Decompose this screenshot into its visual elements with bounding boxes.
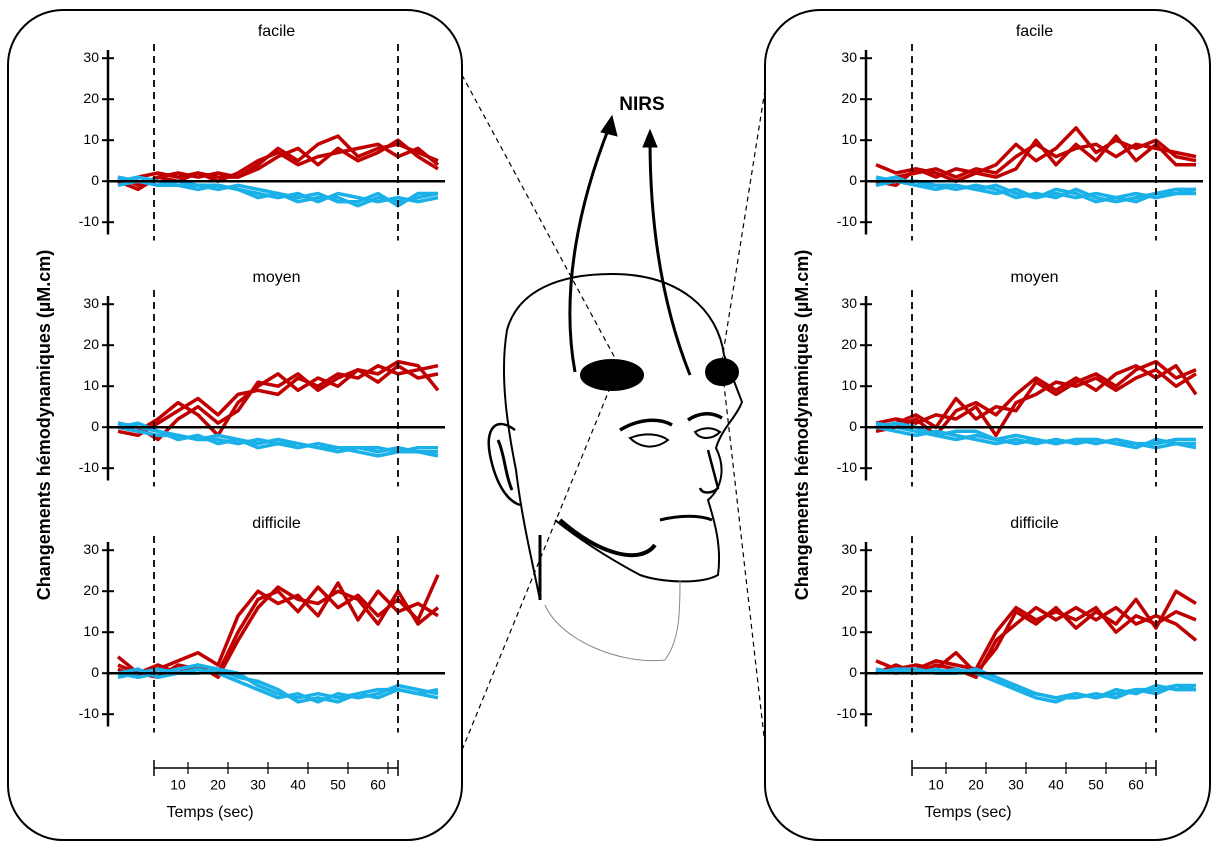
chart-title: moyen [252,269,300,286]
x-tick-label: 50 [1088,777,1104,793]
data-line [117,363,439,438]
x-tick-label: 60 [1128,777,1144,793]
y-tick-label: 0 [91,418,99,434]
head-drawing [487,114,744,662]
y-tick-label: 20 [841,582,857,598]
data-line [117,138,439,192]
data-line [875,363,1198,438]
x-tick-label: 10 [170,777,186,793]
x-axis-label: Temps (sec) [166,804,253,821]
y-tick-label: 20 [841,336,857,352]
y-tick-label: 30 [841,295,857,311]
y-tick-label: 30 [841,541,857,557]
x-tick-label: 40 [1048,777,1064,793]
y-tick-label: 30 [83,49,99,65]
data-line [875,589,1197,675]
x-tick-label: 20 [210,777,226,793]
y-tick-label: 10 [841,377,857,393]
x-tick-label: 30 [250,777,266,793]
data-line [875,421,1197,450]
y-tick-label: 0 [849,664,857,680]
x-tick-label: 30 [1008,777,1024,793]
y-tick-label: -10 [79,213,99,229]
data-line [117,667,439,704]
y-tick-label: -10 [837,459,857,475]
x-tick-label: 20 [968,777,984,793]
y-tick-label: 10 [841,131,857,147]
chart-title: facile [258,23,295,40]
x-tick-label: 50 [330,777,346,793]
x-tick-label: 10 [928,777,944,793]
y-tick-label: 0 [91,664,99,680]
nirs-label: NIRS [619,94,664,115]
y-tick-label: -10 [837,705,857,721]
y-tick-label: 20 [83,90,99,106]
x-tick-label: 60 [370,777,386,793]
y-axis-label: Changements hémodynamiques (µM.cm) [34,250,54,600]
y-axis-label: Changements hémodynamiques (µM.cm) [792,250,812,600]
data-line [117,421,439,458]
chart-title: facile [1016,23,1053,40]
y-tick-label: 20 [83,336,99,352]
data-line [117,421,438,454]
data-line [117,179,438,208]
y-tick-label: 10 [83,623,99,639]
chart-title: difficile [1010,515,1059,532]
y-tick-label: 10 [83,131,99,147]
x-axis-label: Temps (sec) [924,804,1011,821]
y-tick-label: 30 [841,49,857,65]
right-panel [764,9,1211,841]
chart-title: difficile [252,515,301,532]
data-line [117,667,439,704]
connectors [461,74,766,751]
data-line [875,134,1196,188]
y-tick-label: -10 [837,213,857,229]
y-tick-label: 10 [83,377,99,393]
data-line [875,179,1196,204]
data-line [117,581,439,680]
y-tick-label: 20 [83,582,99,598]
y-tick-label: 20 [841,90,857,106]
y-tick-label: 0 [91,172,99,188]
chart-title: moyen [1010,269,1058,286]
y-tick-label: -10 [79,705,99,721]
left-panel [7,9,463,841]
y-tick-label: 30 [83,295,99,311]
data-line [117,585,440,680]
data-line [116,574,440,680]
data-line [875,605,1197,675]
y-tick-label: 0 [849,418,857,434]
y-tick-label: 0 [849,172,857,188]
x-tick-label: 40 [290,777,306,793]
y-tick-label: 10 [841,623,857,639]
data-line [875,605,1198,680]
y-tick-label: 30 [83,541,99,557]
data-line [875,667,1197,700]
data-line [875,368,1197,438]
data-line [875,359,1197,429]
data-line [117,363,439,442]
y-tick-label: -10 [79,459,99,475]
